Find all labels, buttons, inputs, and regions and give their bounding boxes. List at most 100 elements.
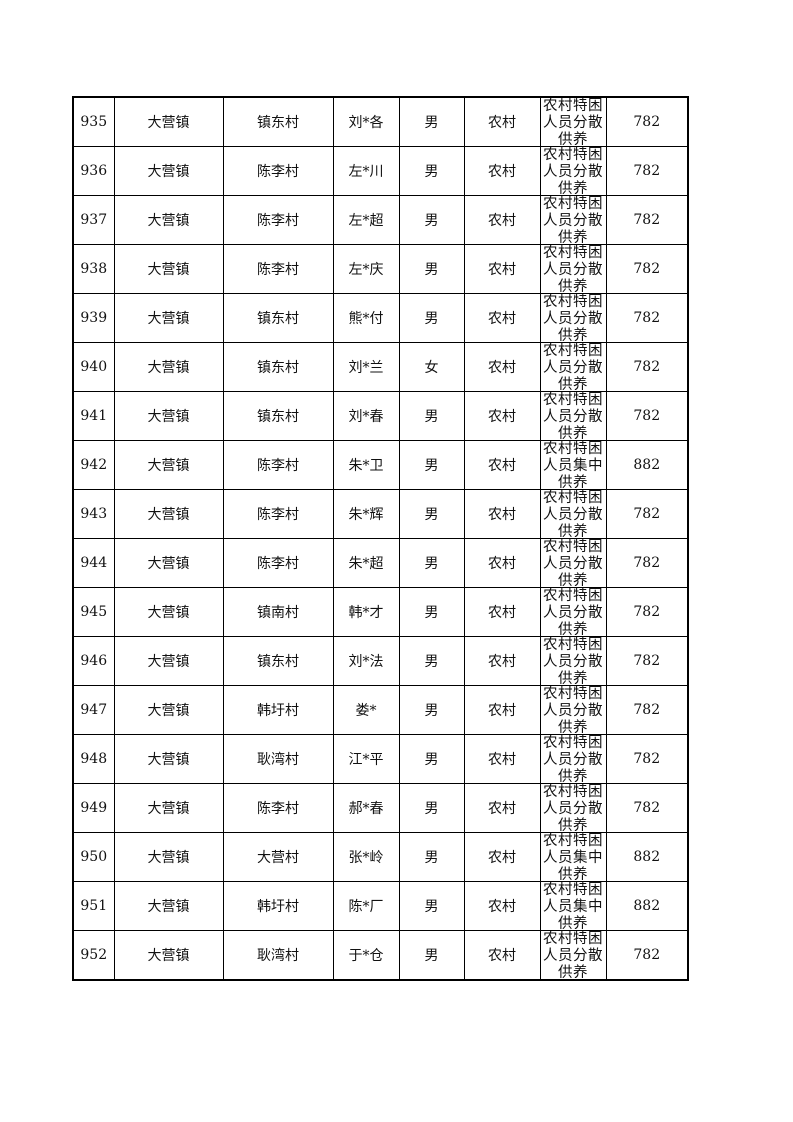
cell-category-text: 农村特困人员分散供养 — [543, 735, 603, 783]
cell-village: 镇东村 — [222, 342, 334, 392]
cell-name: 朱*卫 — [332, 440, 400, 490]
cell-gender: 女 — [398, 342, 465, 392]
cell-village: 陈李村 — [222, 146, 334, 196]
cell-village: 镇南村 — [222, 587, 334, 637]
cell-category-text: 农村特困人员集中供养 — [543, 882, 603, 930]
cell-category: 农村特困人员分散供养 — [539, 930, 607, 981]
table-row: 948 大营镇 耿湾村 江*平男农村 农村特困人员分散供养 782 — [72, 734, 689, 784]
table-row: 937 大营镇 陈李村 左*超男农村 农村特困人员分散供养 782 — [72, 195, 689, 245]
cell-town: 大营镇 — [113, 783, 224, 833]
cell-name: 左*庆 — [332, 244, 400, 294]
cell-town: 大营镇 — [113, 293, 224, 343]
cell-amount: 782 — [605, 489, 689, 539]
cell-gender: 男 — [398, 293, 465, 343]
cell-category-text: 农村特困人员分散供养 — [543, 784, 603, 832]
cell-category: 农村特困人员集中供养 — [539, 832, 607, 882]
cell-category: 农村特困人员分散供养 — [539, 538, 607, 588]
cell-amount: 782 — [605, 96, 689, 147]
cell-no: 935 — [72, 96, 115, 147]
cell-amount: 882 — [605, 881, 689, 931]
cell-type: 农村 — [463, 538, 541, 588]
cell-category: 农村特困人员集中供养 — [539, 881, 607, 931]
cell-village: 镇东村 — [222, 293, 334, 343]
cell-name: 娄* — [332, 685, 400, 735]
cell-gender: 男 — [398, 783, 465, 833]
cell-name: 江*平 — [332, 734, 400, 784]
cell-village: 陈李村 — [222, 783, 334, 833]
cell-amount: 782 — [605, 342, 689, 392]
cell-category-text: 农村特困人员分散供养 — [543, 245, 603, 293]
cell-town: 大营镇 — [113, 636, 224, 686]
table-row: 950 大营镇 大营村 张*岭男农村 农村特困人员集中供养 882 — [72, 832, 689, 882]
cell-town: 大营镇 — [113, 342, 224, 392]
cell-gender: 男 — [398, 832, 465, 882]
cell-town: 大营镇 — [113, 930, 224, 981]
cell-no: 939 — [72, 293, 115, 343]
cell-gender: 男 — [398, 489, 465, 539]
cell-type: 农村 — [463, 636, 541, 686]
cell-category-text: 农村特困人员分散供养 — [543, 392, 603, 440]
cell-no: 938 — [72, 244, 115, 294]
cell-category: 农村特困人员分散供养 — [539, 96, 607, 147]
cell-category-text: 农村特困人员分散供养 — [543, 147, 603, 195]
cell-type: 农村 — [463, 930, 541, 981]
cell-type: 农村 — [463, 881, 541, 931]
cell-village: 镇东村 — [222, 391, 334, 441]
cell-amount: 782 — [605, 734, 689, 784]
cell-type: 农村 — [463, 391, 541, 441]
cell-no: 943 — [72, 489, 115, 539]
cell-category: 农村特困人员分散供养 — [539, 195, 607, 245]
cell-amount: 782 — [605, 587, 689, 637]
cell-name: 熊*付 — [332, 293, 400, 343]
table-row: 946 大营镇 镇东村 刘*法男农村 农村特困人员分散供养 782 — [72, 636, 689, 686]
cell-type: 农村 — [463, 342, 541, 392]
cell-name: 朱*辉 — [332, 489, 400, 539]
cell-town: 大营镇 — [113, 96, 224, 147]
cell-category: 农村特困人员分散供养 — [539, 734, 607, 784]
cell-type: 农村 — [463, 96, 541, 147]
table-row: 942 大营镇 陈李村 朱*卫男农村 农村特困人员集中供养 882 — [72, 440, 689, 490]
cell-village: 镇东村 — [222, 636, 334, 686]
cell-category: 农村特困人员分散供养 — [539, 146, 607, 196]
cell-town: 大营镇 — [113, 489, 224, 539]
cell-category: 农村特困人员分散供养 — [539, 587, 607, 637]
cell-town: 大营镇 — [113, 685, 224, 735]
table-row: 936 大营镇 陈李村 左*川男农村 农村特困人员分散供养 782 — [72, 146, 689, 196]
cell-amount: 782 — [605, 636, 689, 686]
cell-category: 农村特困人员分散供养 — [539, 244, 607, 294]
cell-amount: 782 — [605, 146, 689, 196]
table-row: 939 大营镇 镇东村 熊*付男农村 农村特困人员分散供养 782 — [72, 293, 689, 343]
cell-village: 韩圩村 — [222, 685, 334, 735]
cell-town: 大营镇 — [113, 391, 224, 441]
cell-village: 镇东村 — [222, 96, 334, 147]
table-row: 947 大营镇 韩圩村 娄* 男农村 农村特困人员分散供养 782 — [72, 685, 689, 735]
cell-name: 朱*超 — [332, 538, 400, 588]
cell-name: 于*仓 — [332, 930, 400, 981]
cell-town: 大营镇 — [113, 734, 224, 784]
cell-gender: 男 — [398, 440, 465, 490]
cell-no: 940 — [72, 342, 115, 392]
cell-type: 农村 — [463, 489, 541, 539]
cell-category: 农村特困人员分散供养 — [539, 391, 607, 441]
cell-category-text: 农村特困人员分散供养 — [543, 343, 603, 391]
cell-village: 韩圩村 — [222, 881, 334, 931]
cell-no: 946 — [72, 636, 115, 686]
cell-gender: 男 — [398, 930, 465, 981]
cell-gender: 男 — [398, 685, 465, 735]
cell-name: 左*超 — [332, 195, 400, 245]
cell-type: 农村 — [463, 685, 541, 735]
cell-no: 951 — [72, 881, 115, 931]
cell-gender: 男 — [398, 244, 465, 294]
cell-village: 陈李村 — [222, 440, 334, 490]
cell-category-text: 农村特困人员分散供养 — [543, 294, 603, 342]
cell-category: 农村特困人员分散供养 — [539, 685, 607, 735]
cell-amount: 782 — [605, 930, 689, 981]
cell-town: 大营镇 — [113, 244, 224, 294]
cell-name: 刘*春 — [332, 391, 400, 441]
cell-amount: 782 — [605, 293, 689, 343]
cell-type: 农村 — [463, 440, 541, 490]
cell-gender: 男 — [398, 734, 465, 784]
cell-gender: 男 — [398, 881, 465, 931]
cell-type: 农村 — [463, 734, 541, 784]
cell-town: 大营镇 — [113, 538, 224, 588]
